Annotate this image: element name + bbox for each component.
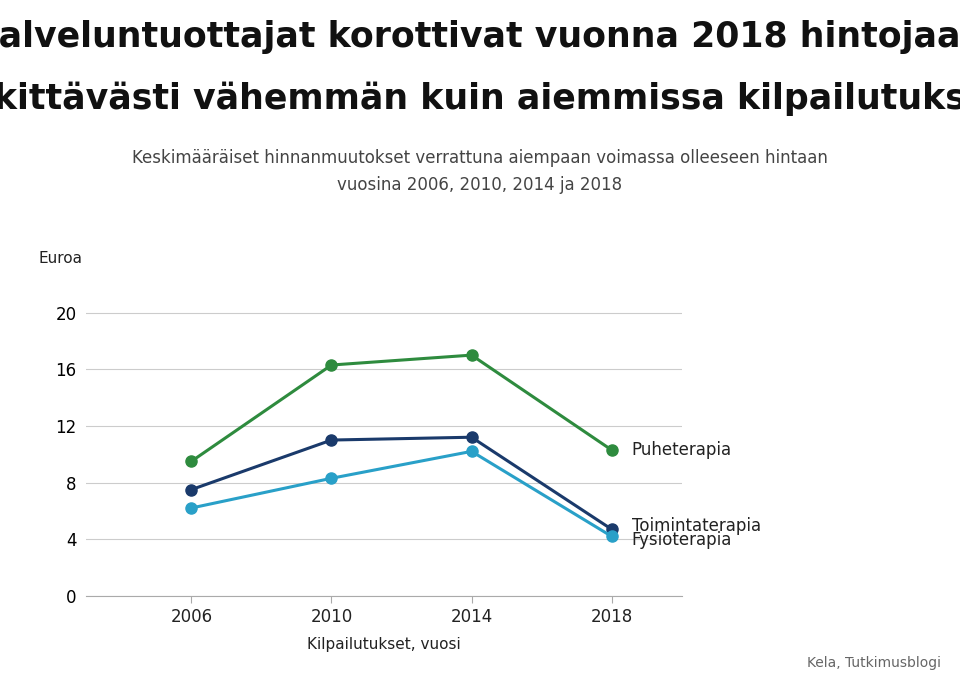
Text: Euroa: Euroa: [38, 250, 83, 265]
Text: Puheterapia: Puheterapia: [632, 441, 732, 459]
Text: merkittävästi vähemmän kuin aiemmissa kilpailutuksissa: merkittävästi vähemmän kuin aiemmissa ki…: [0, 81, 960, 116]
Text: vuosina 2006, 2010, 2014 ja 2018: vuosina 2006, 2010, 2014 ja 2018: [337, 176, 623, 194]
Text: Keskimääräiset hinnanmuutokset verrattuna aiempaan voimassa olleeseen hintaan: Keskimääräiset hinnanmuutokset verrattun…: [132, 149, 828, 167]
Text: Toimintaterapia: Toimintaterapia: [632, 517, 761, 535]
Text: Kela, Tutkimusblogi: Kela, Tutkimusblogi: [806, 656, 941, 670]
Text: Palveluntuottajat korottivat vuonna 2018 hintojaan: Palveluntuottajat korottivat vuonna 2018…: [0, 20, 960, 54]
X-axis label: Kilpailutukset, vuosi: Kilpailutukset, vuosi: [307, 636, 461, 652]
Text: Fysioterapia: Fysioterapia: [632, 531, 732, 549]
